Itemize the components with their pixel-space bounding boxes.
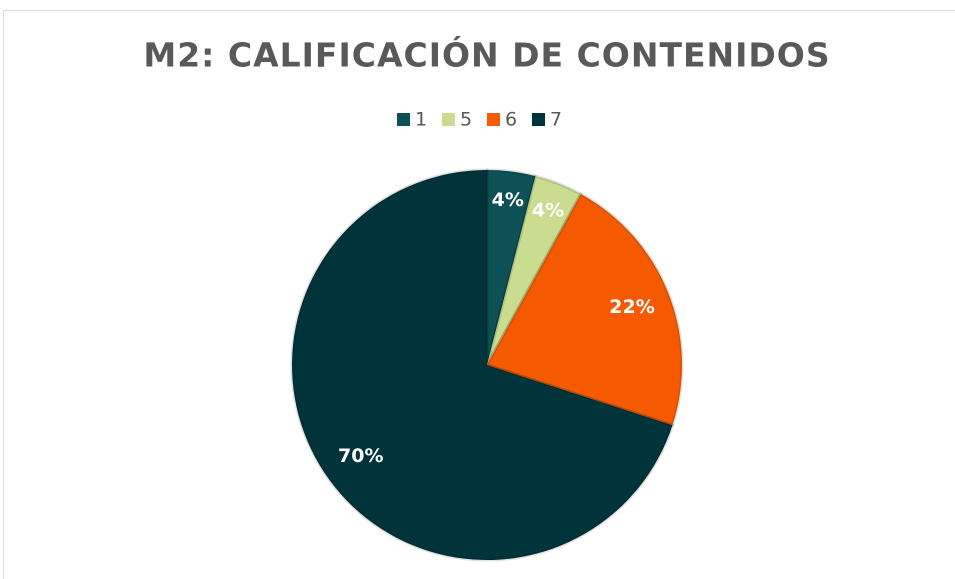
legend-swatch — [397, 113, 410, 126]
data-label: 4% — [532, 199, 564, 221]
pie-slice — [485, 174, 583, 366]
legend-label: 6 — [505, 109, 517, 131]
pie-slice — [290, 168, 675, 562]
data-label: 22% — [609, 296, 654, 318]
pie-slice — [485, 168, 538, 366]
legend-swatch — [442, 113, 455, 126]
legend-label: 7 — [550, 109, 562, 131]
legend-label: 5 — [460, 109, 472, 131]
pie-slice — [484, 192, 684, 428]
legend-swatch — [532, 113, 545, 126]
legend-swatch — [487, 113, 500, 126]
data-label: 70% — [338, 445, 383, 467]
chart-title: M2: CALIFICACIÓN DE CONTENIDOS — [143, 35, 830, 75]
data-label: 4% — [492, 189, 524, 211]
legend-label: 1 — [415, 109, 427, 131]
